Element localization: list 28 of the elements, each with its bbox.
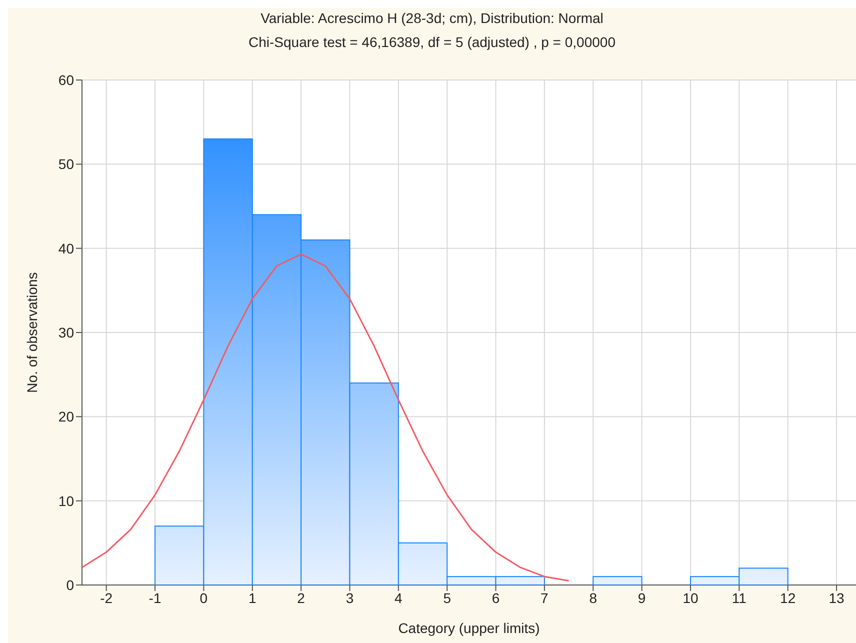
x-tick-label: 2 — [297, 590, 306, 606]
y-tick-label: 60 — [58, 72, 74, 88]
y-tick-label: 10 — [58, 492, 74, 509]
x-tick-label: 7 — [540, 590, 549, 606]
x-tick-label: 1 — [248, 590, 256, 606]
x-tick-label: 11 — [732, 590, 747, 606]
x-tick-label: 0 — [200, 590, 208, 606]
x-tick-label: 10 — [682, 590, 698, 606]
x-tick-label: -1 — [148, 590, 162, 606]
y-tick-label: 0 — [66, 576, 74, 593]
x-tick-label: 5 — [443, 590, 452, 606]
line-series — [82, 253, 570, 582]
x-axis-title: Category (upper limits) — [398, 620, 540, 636]
x-tick-label: 6 — [492, 590, 500, 606]
x-tick-label: 13 — [828, 590, 845, 606]
x-tick-label: 4 — [394, 590, 403, 606]
y-tick-label: 30 — [58, 324, 74, 340]
x-tick-label: 8 — [589, 590, 598, 606]
x-tick-label: 3 — [346, 590, 354, 606]
y-axis-title: No. of observations — [24, 272, 40, 393]
y-tick-label: 40 — [58, 240, 74, 256]
chart-subtitle: Chi-Square test = 46,16389, df = 5 (adjusted) , p = 0,00000 — [248, 34, 616, 50]
x-tick-label: -2 — [100, 590, 113, 606]
x-tick-label: 9 — [638, 590, 646, 606]
y-tick-label: 50 — [58, 156, 74, 172]
y-tick-label: 20 — [58, 408, 74, 425]
chart-title: Variable: Acrescimo H (28-3d; cm), Distribution: Normal — [260, 10, 604, 26]
x-tick-label: 12 — [780, 590, 796, 606]
